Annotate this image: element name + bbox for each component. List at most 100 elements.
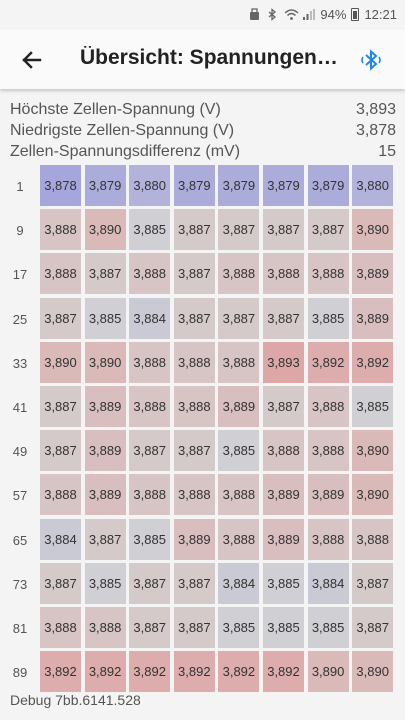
cell-voltage: 3,885 bbox=[84, 297, 126, 339]
stat-row-diff: Zellen-Spannungsdifferenz (mV) 15 bbox=[10, 141, 396, 162]
cell-voltage: 3,884 bbox=[129, 297, 171, 339]
stat-value: 3,893 bbox=[355, 101, 396, 118]
cell-voltage: 3,889 bbox=[352, 253, 394, 295]
cell-row: 1 3,878 3,879 3,880 3,879 3,879 3,879 3,879 3,88… bbox=[0, 165, 405, 209]
row-start-index: 49 bbox=[12, 444, 28, 460]
cell-voltage: 3,888 bbox=[173, 474, 215, 516]
cell-voltage: 3,887 bbox=[129, 430, 171, 472]
cell-voltage: 3,890 bbox=[307, 651, 349, 693]
cell-voltage: 3,888 bbox=[173, 386, 215, 427]
row-start-index: 17 bbox=[12, 267, 28, 283]
cell-voltage: 3,893 bbox=[263, 341, 304, 383]
signal-icon bbox=[302, 8, 316, 21]
cell-voltage: 3,884 bbox=[40, 518, 81, 560]
cell-voltage: 3,888 bbox=[40, 209, 81, 251]
stat-row-min: Niedrigste Zellen-Spannung (V) 3,878 bbox=[10, 120, 396, 141]
stat-value: 3,878 bbox=[355, 122, 396, 139]
cell-voltage: 3,888 bbox=[40, 474, 81, 516]
cell-voltage: 3,887 bbox=[352, 607, 394, 648]
cell-voltage: 3,885 bbox=[352, 386, 394, 427]
cell-voltage: 3,890 bbox=[84, 209, 126, 251]
cell-voltage: 3,880 bbox=[129, 165, 171, 206]
cell-voltage: 3,890 bbox=[352, 430, 394, 472]
cell-row: 89 3,892 3,892 3,892 3,892 3,892 3,892 3,890 3,8… bbox=[0, 651, 405, 695]
cell-voltage: 3,888 bbox=[84, 607, 126, 648]
row-start-index: 81 bbox=[12, 621, 28, 636]
cell-voltage: 3,884 bbox=[218, 562, 260, 604]
cell-voltage: 3,887 bbox=[40, 297, 81, 339]
cell-voltage: 3,890 bbox=[352, 474, 394, 516]
cell-voltage: 3,887 bbox=[173, 607, 215, 648]
cell-voltage: 3,889 bbox=[263, 474, 304, 516]
cell-voltage: 3,892 bbox=[84, 651, 126, 693]
cell-voltage: 3,889 bbox=[173, 518, 215, 560]
debug-label: Debug 7bb.6141.528 bbox=[10, 692, 141, 708]
cell-voltage: 3,892 bbox=[263, 651, 304, 693]
cell-voltage: 3,892 bbox=[307, 341, 349, 383]
stat-label: Niedrigste Zellen-Spannung (V) bbox=[10, 122, 235, 139]
cell-row: 25 3,887 3,885 3,884 3,887 3,887 3,887 3,885 3,8… bbox=[0, 297, 405, 342]
cell-voltage: 3,889 bbox=[84, 386, 126, 427]
back-arrow-icon[interactable] bbox=[18, 46, 46, 74]
clock: 12:21 bbox=[364, 7, 397, 22]
bluetooth-icon[interactable] bbox=[358, 46, 386, 74]
cell-voltage: 3,879 bbox=[218, 165, 260, 206]
cell-voltage: 3,887 bbox=[173, 253, 215, 295]
cell-voltage: 3,888 bbox=[129, 341, 171, 383]
cell-voltage: 3,888 bbox=[307, 253, 349, 295]
row-start-index: 89 bbox=[12, 665, 28, 681]
cell-voltage: 3,879 bbox=[173, 165, 215, 206]
cell-row: 49 3,887 3,889 3,887 3,887 3,885 3,888 3,888 3,8… bbox=[0, 430, 405, 474]
cell-voltage: 3,888 bbox=[218, 474, 260, 516]
stat-value: 15 bbox=[378, 143, 396, 160]
cell-voltage: 3,879 bbox=[307, 165, 349, 206]
cell-voltage: 3,885 bbox=[218, 430, 260, 472]
cell-row: 65 3,884 3,887 3,885 3,889 3,888 3,889 3,888 3,8… bbox=[0, 518, 405, 563]
cell-voltage: 3,888 bbox=[263, 253, 304, 295]
cell-voltage: 3,892 bbox=[218, 651, 260, 693]
cell-voltage: 3,880 bbox=[352, 165, 394, 206]
cell-voltage: 3,885 bbox=[84, 562, 126, 604]
cell-voltage: 3,887 bbox=[263, 297, 304, 339]
row-start-index: 1 bbox=[16, 179, 24, 194]
cell-voltage: 3,889 bbox=[307, 474, 349, 516]
stat-row-max: Höchste Zellen-Spannung (V) 3,893 bbox=[10, 99, 396, 120]
row-start-index: 25 bbox=[12, 311, 28, 327]
row-start-index: 73 bbox=[12, 576, 28, 592]
cell-voltage: 3,887 bbox=[173, 430, 215, 472]
cell-voltage: 3,889 bbox=[218, 386, 260, 427]
cell-voltage: 3,888 bbox=[307, 386, 349, 427]
cell-voltage: 3,887 bbox=[40, 430, 81, 472]
cell-voltage: 3,887 bbox=[129, 562, 171, 604]
row-start-index: 65 bbox=[12, 532, 28, 548]
battery-icon bbox=[351, 8, 360, 21]
cell-voltage: 3,890 bbox=[84, 341, 126, 383]
cell-row: 73 3,887 3,885 3,887 3,887 3,884 3,885 3,884 3,8… bbox=[0, 562, 405, 607]
cell-voltage: 3,888 bbox=[263, 430, 304, 472]
cell-voltage: 3,888 bbox=[352, 518, 394, 560]
row-start-index: 9 bbox=[16, 223, 24, 239]
cell-voltage: 3,887 bbox=[40, 386, 81, 427]
cell-voltage: 3,887 bbox=[84, 518, 126, 560]
cell-voltage: 3,878 bbox=[40, 165, 81, 206]
cell-voltage: 3,887 bbox=[173, 297, 215, 339]
cell-voltage: 3,887 bbox=[263, 386, 304, 427]
cell-voltage: 3,889 bbox=[352, 297, 394, 339]
cell-voltage: 3,888 bbox=[129, 474, 171, 516]
cell-voltage: 3,879 bbox=[84, 165, 126, 206]
cell-voltage: 3,888 bbox=[40, 253, 81, 295]
cell-voltage: 3,892 bbox=[129, 651, 171, 693]
cell-row: 33 3,890 3,890 3,888 3,888 3,888 3,893 3,892 3,8… bbox=[0, 341, 405, 386]
cell-voltage: 3,888 bbox=[173, 341, 215, 383]
cell-voltage: 3,888 bbox=[129, 253, 171, 295]
cell-voltage: 3,885 bbox=[129, 518, 171, 560]
cell-row: 9 3,888 3,890 3,885 3,887 3,887 3,887 3,887 3,89… bbox=[0, 209, 405, 253]
cell-row: 81 3,888 3,888 3,887 3,887 3,885 3,885 3,885 3,8… bbox=[0, 607, 405, 651]
cell-voltage: 3,884 bbox=[307, 562, 349, 604]
cell-voltage: 3,885 bbox=[218, 607, 260, 648]
cell-voltage: 3,885 bbox=[263, 562, 304, 604]
cell-voltage: 3,879 bbox=[263, 165, 304, 206]
stat-label: Höchste Zellen-Spannung (V) bbox=[10, 101, 221, 118]
cell-voltage: 3,887 bbox=[307, 209, 349, 251]
row-start-index: 33 bbox=[12, 355, 28, 371]
